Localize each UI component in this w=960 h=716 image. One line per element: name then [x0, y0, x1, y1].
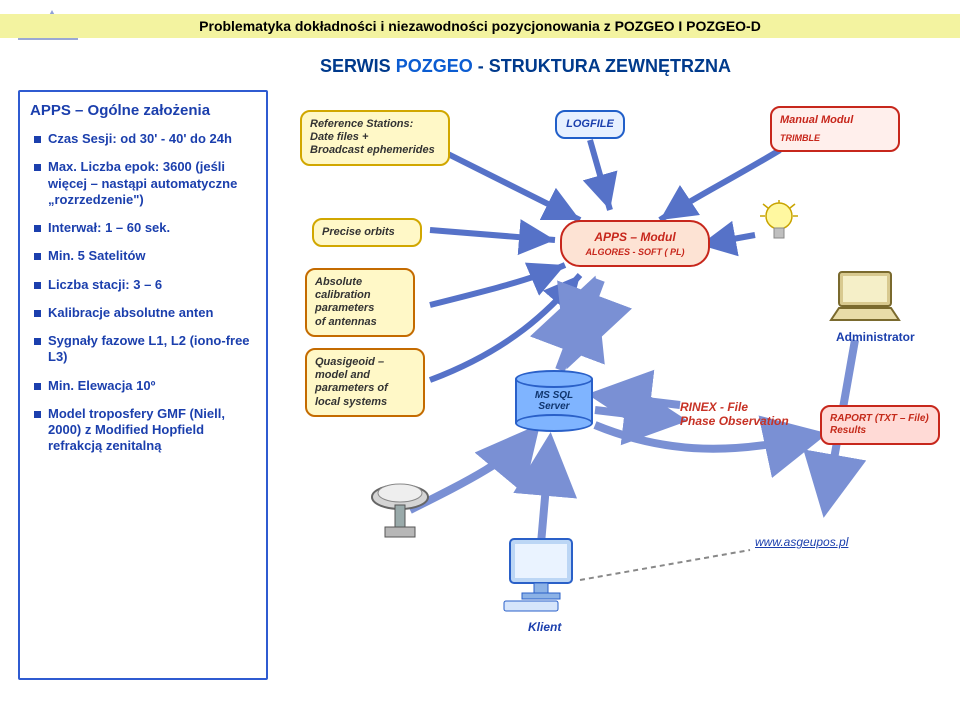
apps-module-pill: APPS – Modul ALGORES - SOFT ( PL): [560, 220, 710, 267]
precise-orbits-box: Precise orbits: [312, 218, 422, 247]
list-item: Kalibracje absolutne anten: [34, 305, 256, 321]
ref-stations-box: Reference Stations: Date files + Broadca…: [300, 110, 450, 166]
subtitle-accent: POZGEO: [396, 56, 473, 76]
client-computer-icon: [500, 535, 586, 618]
list-item: Min. 5 Satelitów: [34, 248, 256, 264]
list-item: Min. Elewacja 10º: [34, 378, 256, 394]
gps-antenna-icon: [365, 475, 435, 550]
administrator-label: Administrator: [836, 330, 915, 344]
klient-label: Klient: [528, 620, 561, 634]
manual-modul-box: Manual Modul TRIMBLE: [770, 106, 900, 152]
subtitle: SERWIS POZGEO - STRUKTURA ZEWNĘTRZNA: [320, 56, 731, 77]
diagram: Reference Stations: Date files + Broadca…: [280, 80, 950, 700]
abs-calib-box: Absolute calibration parameters of anten…: [305, 268, 415, 337]
lightbulb-icon: [760, 200, 798, 255]
laptop-admin-icon: [825, 270, 905, 331]
list-item: Model troposfery GMF (Niell, 2000) z Mod…: [34, 406, 256, 455]
apps-list: Czas Sesji: od 30' - 40' do 24h Max. Lic…: [30, 131, 256, 455]
apps-heading: APPS – Ogólne założenia: [30, 102, 256, 119]
apps-panel: APPS – Ogólne założenia Czas Sesji: od 3…: [18, 90, 268, 680]
quasigeoid-box: Quasigeoid – model and parameters of loc…: [305, 348, 425, 417]
list-item: Interwał: 1 – 60 sek.: [34, 220, 256, 236]
subtitle-suffix: - STRUKTURA ZEWNĘTRZNA: [473, 56, 731, 76]
list-item: Sygnały fazowe L1, L2 (iono-free L3): [34, 333, 256, 366]
asgeupos-link[interactable]: www.asgeupos.pl: [755, 535, 848, 549]
ms-sql-cylinder: MS SQL Server: [515, 370, 593, 432]
list-item: Max. Liczba epok: 3600 (jeśli więcej – n…: [34, 159, 256, 208]
list-item: Liczba stacji: 3 – 6: [34, 277, 256, 293]
logfile-box: LOGFILE: [555, 110, 625, 139]
list-item: Czas Sesji: od 30' - 40' do 24h: [34, 131, 256, 147]
rinex-label: RINEX - File Phase Observation: [680, 400, 820, 428]
page-title: Problematyka dokładności i niezawodności…: [0, 14, 960, 38]
raport-box: RAPORT (TXT – File) Results: [820, 405, 940, 445]
subtitle-prefix: SERWIS: [320, 56, 396, 76]
